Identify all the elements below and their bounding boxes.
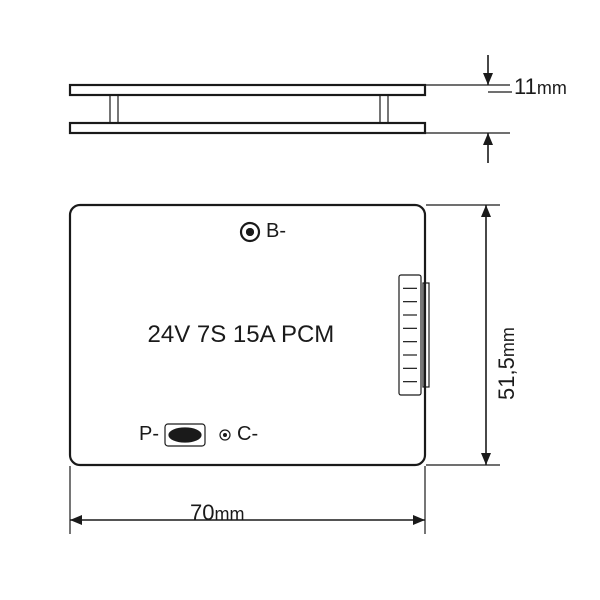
diagram-canvas: 11mm 70mm 51,5mm 24V 7S 15A PCM B- P- C- — [0, 0, 600, 600]
diagram-svg — [0, 0, 600, 600]
dim-depth-unit: mm — [498, 327, 518, 357]
terminal-c-minus-label: C- — [237, 423, 258, 446]
dim-height-value: 11 — [514, 74, 537, 99]
dim-depth — [426, 205, 500, 465]
dim-width-unit: mm — [214, 504, 244, 524]
terminal-b-minus-label: B- — [266, 220, 286, 243]
dim-width-value: 70 — [190, 500, 214, 525]
dim-width — [70, 466, 425, 534]
product-label: 24V 7S 15A PCM — [148, 321, 335, 349]
side-view — [70, 85, 425, 133]
dim-depth-value: 51,5 — [494, 357, 519, 400]
dim-width-label: 70mm — [190, 500, 244, 526]
dim-height-unit: mm — [537, 78, 567, 98]
dim-height-label: 11mm — [514, 74, 567, 100]
terminal-p-minus-label: P- — [139, 423, 159, 446]
dim-height — [426, 55, 512, 163]
dim-depth-label: 51,5mm — [494, 327, 520, 400]
